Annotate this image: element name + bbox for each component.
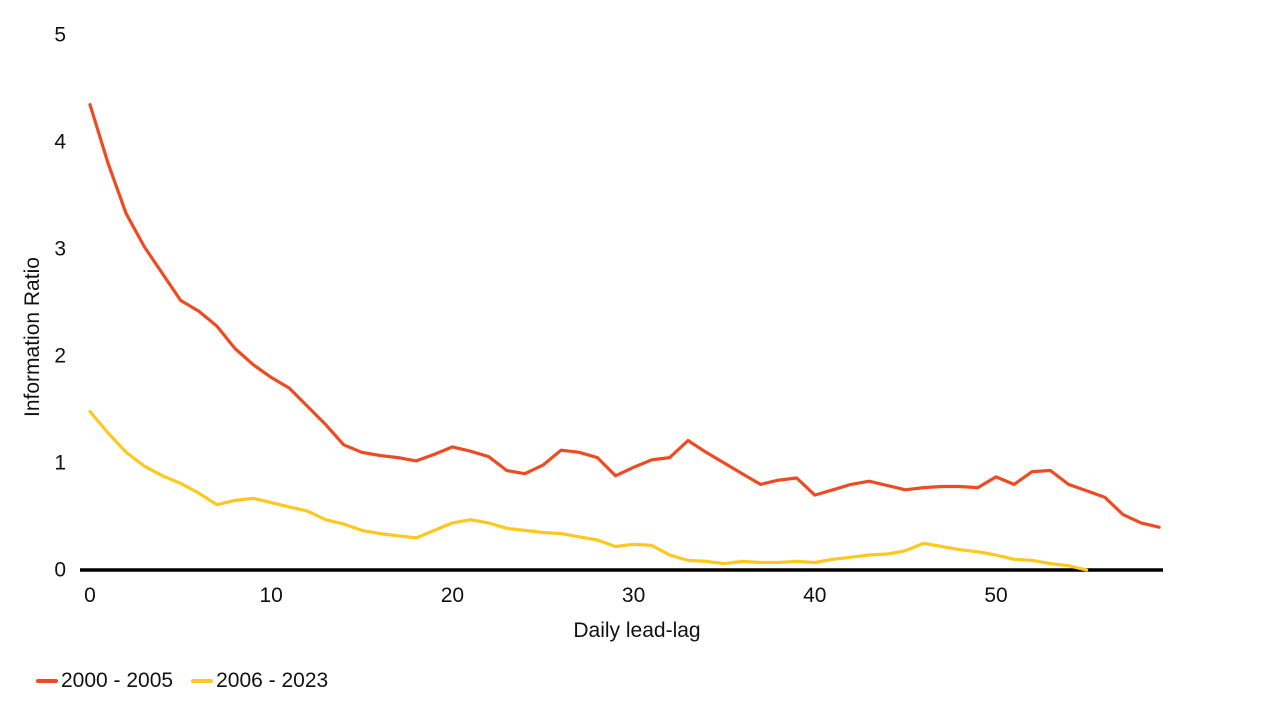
legend-label: 2000 - 2005	[61, 669, 174, 692]
legend-item: 2006 - 2023	[191, 669, 328, 693]
y-tick-label: 2	[54, 344, 66, 368]
legend-swatch	[36, 679, 58, 683]
legend-item: 2000 - 2005	[36, 669, 173, 693]
y-tick-label: 3	[54, 237, 66, 261]
y-axis-title: Information Ratio	[21, 257, 44, 417]
x-axis-title: Daily lead-lag	[573, 619, 701, 642]
x-tick-label: 0	[84, 584, 96, 607]
y-tick-label: 0	[54, 558, 66, 582]
x-tick-label: 40	[803, 584, 827, 607]
x-tick-label: 30	[621, 584, 646, 607]
legend-swatch	[191, 679, 214, 683]
x-tick-label: 10	[259, 584, 283, 607]
series-line-2006-2023	[88, 410, 1089, 572]
legend: 2000 - 2005 2006 - 2023	[36, 669, 328, 693]
legend-label: 2006 - 2023	[216, 669, 329, 692]
series-line-2000-2005	[88, 102, 1161, 529]
y-tick-label: 1	[54, 451, 66, 475]
y-tick-label: 5	[54, 23, 66, 47]
x-tick-label: 50	[984, 584, 1008, 607]
x-tick-label: 20	[440, 584, 465, 607]
y-tick-label: 4	[54, 130, 66, 154]
